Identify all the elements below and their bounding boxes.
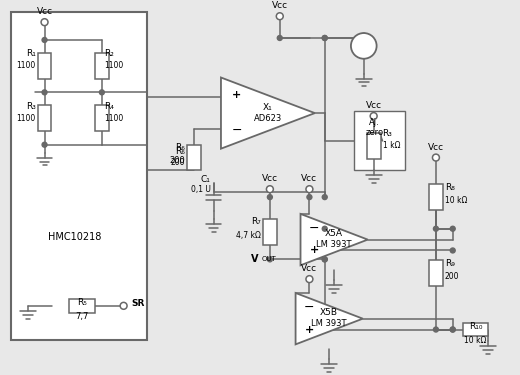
Polygon shape	[301, 214, 368, 265]
Text: Vcc: Vcc	[302, 264, 318, 273]
Bar	[37, 105, 51, 131]
Circle shape	[450, 226, 455, 231]
Circle shape	[434, 327, 438, 332]
Circle shape	[322, 195, 327, 200]
Circle shape	[322, 36, 327, 40]
Text: AD623: AD623	[254, 114, 282, 123]
Text: Vcc: Vcc	[302, 174, 318, 183]
Text: R₉: R₉	[445, 259, 454, 268]
Circle shape	[267, 257, 272, 262]
Polygon shape	[295, 293, 363, 344]
Circle shape	[322, 257, 327, 262]
Text: 10 kΩ: 10 kΩ	[464, 336, 487, 345]
Bar	[429, 260, 443, 286]
Bar	[367, 133, 381, 159]
Text: −: −	[304, 301, 315, 314]
Circle shape	[41, 19, 48, 26]
Circle shape	[370, 112, 377, 120]
Circle shape	[120, 302, 127, 309]
Text: −: −	[309, 222, 320, 235]
Bar	[95, 105, 109, 131]
Bar	[263, 219, 277, 245]
Text: 1 kΩ: 1 kΩ	[383, 141, 400, 150]
Text: R₈: R₈	[445, 183, 454, 192]
Text: X₁: X₁	[263, 103, 273, 112]
Text: R₆: R₆	[175, 147, 185, 156]
Bar	[95, 53, 109, 78]
Circle shape	[99, 90, 105, 95]
Circle shape	[433, 154, 439, 161]
Circle shape	[322, 36, 327, 40]
Text: SR: SR	[132, 299, 145, 308]
Text: +: +	[305, 324, 314, 334]
Text: Vcc: Vcc	[272, 1, 288, 10]
Circle shape	[276, 13, 283, 20]
Text: Aj.: Aj.	[369, 118, 380, 128]
Text: +: +	[232, 90, 241, 100]
Text: zero: zero	[366, 128, 384, 137]
Text: R₁₀: R₁₀	[469, 322, 482, 331]
Circle shape	[450, 327, 455, 332]
Text: 7,7: 7,7	[75, 312, 89, 321]
Text: Vcc: Vcc	[428, 142, 444, 152]
Bar	[463, 322, 488, 336]
Text: R₂: R₂	[104, 49, 114, 58]
Circle shape	[450, 248, 455, 253]
Text: Vcc: Vcc	[36, 7, 53, 16]
Text: R₃: R₃	[383, 129, 393, 138]
Text: OUT: OUT	[262, 256, 277, 262]
Text: R₄: R₄	[104, 102, 114, 111]
Bar	[69, 299, 95, 313]
Text: Vcc: Vcc	[262, 174, 278, 183]
Text: +: +	[310, 246, 319, 255]
Text: 1100: 1100	[104, 61, 123, 70]
Text: 1100: 1100	[17, 61, 36, 70]
Circle shape	[450, 327, 455, 332]
Circle shape	[42, 142, 47, 147]
Circle shape	[351, 33, 376, 59]
Text: 4,7 kΩ: 4,7 kΩ	[236, 231, 261, 240]
Text: 1100: 1100	[104, 114, 123, 123]
Circle shape	[306, 276, 313, 283]
Text: −: −	[231, 124, 242, 137]
Text: 200: 200	[445, 272, 459, 280]
Circle shape	[434, 226, 438, 231]
Text: R₅: R₅	[77, 298, 87, 307]
Circle shape	[42, 38, 47, 42]
Text: 0,1 U: 0,1 U	[191, 185, 211, 194]
Circle shape	[266, 186, 274, 193]
Text: 1100: 1100	[17, 114, 36, 123]
Text: HMC10218: HMC10218	[48, 232, 102, 242]
Text: 200: 200	[169, 156, 185, 165]
Bar	[11, 12, 147, 340]
Circle shape	[322, 257, 327, 262]
Circle shape	[267, 195, 272, 200]
Text: V: V	[251, 254, 258, 264]
Text: R₁: R₁	[26, 49, 36, 58]
Bar	[187, 145, 201, 170]
Text: R₃: R₃	[26, 102, 36, 111]
Circle shape	[42, 90, 47, 95]
Text: LM 393T: LM 393T	[311, 319, 347, 328]
Text: X5B: X5B	[320, 308, 338, 317]
Circle shape	[277, 36, 282, 40]
Text: Vcc: Vcc	[366, 101, 382, 110]
Text: X5A: X5A	[325, 229, 343, 238]
Text: 200: 200	[171, 158, 185, 167]
Text: LM 393T: LM 393T	[316, 240, 352, 249]
Polygon shape	[221, 78, 315, 148]
Text: R₇: R₇	[251, 217, 261, 226]
Circle shape	[307, 195, 312, 200]
Bar	[354, 111, 405, 170]
Bar	[37, 53, 51, 78]
Text: C₁: C₁	[201, 175, 211, 184]
Circle shape	[306, 186, 313, 193]
Text: R₆: R₆	[175, 143, 185, 152]
Text: 10 kΩ: 10 kΩ	[445, 196, 467, 205]
Bar	[429, 184, 443, 210]
Circle shape	[322, 226, 327, 231]
